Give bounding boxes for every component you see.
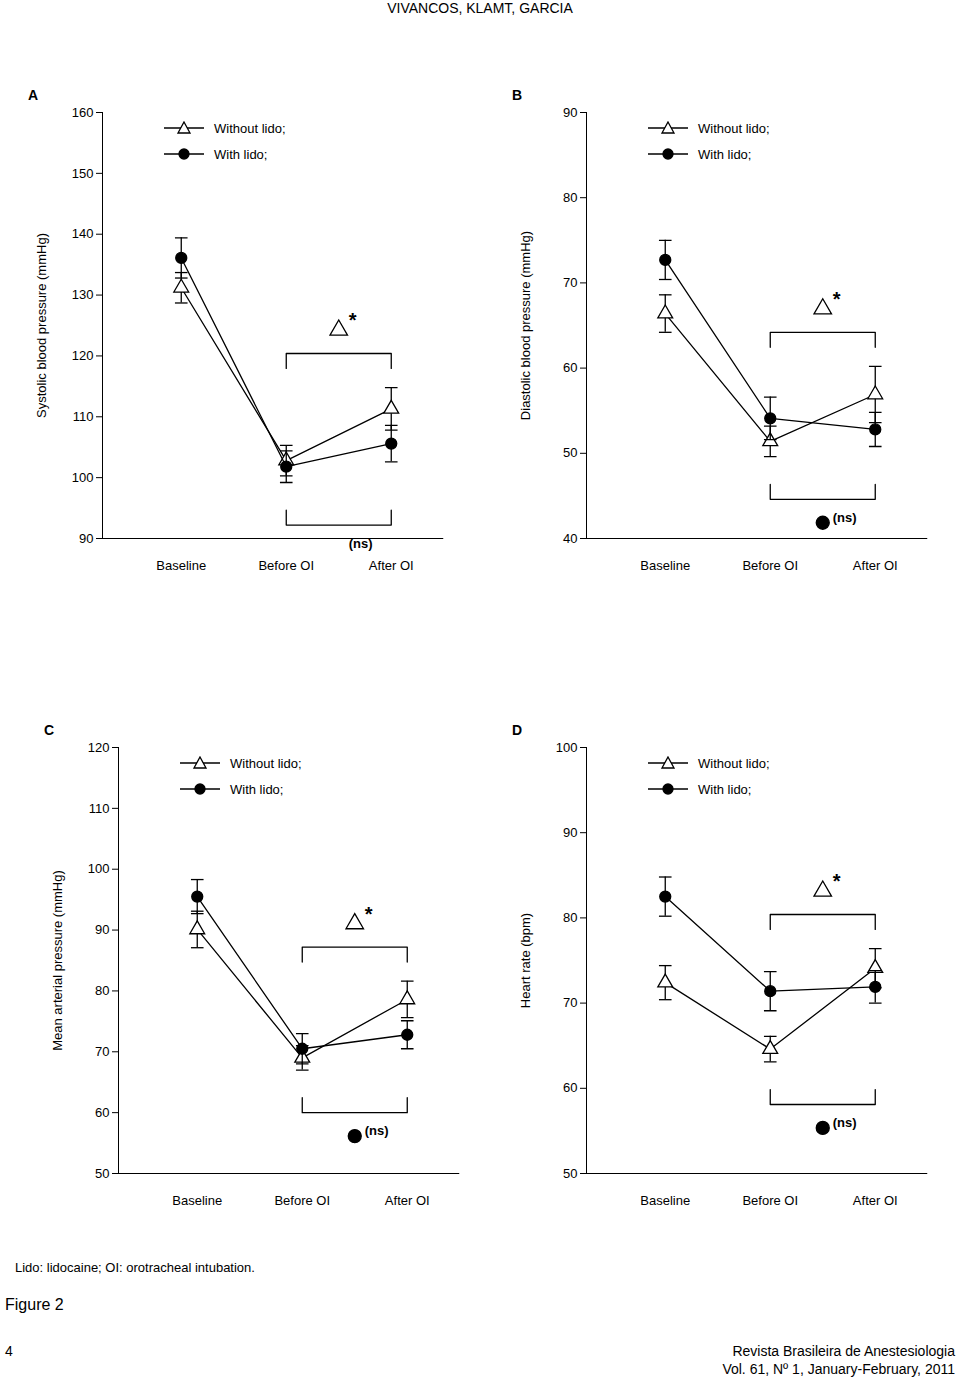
svg-text:After OI: After OI xyxy=(853,558,898,573)
svg-text:(ns): (ns) xyxy=(833,510,857,525)
html-text:With lido;: With lido; xyxy=(698,781,752,797)
svg-text:Systolic blood pressure (mmHg): Systolic blood pressure (mmHg) xyxy=(34,233,49,418)
html-text:Lido: lidocaine; OI: orotrache: Lido: lidocaine; OI: orotracheal intubat… xyxy=(15,1260,255,1275)
svg-text:80: 80 xyxy=(95,983,109,998)
svg-text:(ns): (ns) xyxy=(833,1115,857,1130)
html-text:Figure 2: Figure 2 xyxy=(5,1296,64,1313)
svg-text:150: 150 xyxy=(72,166,94,181)
svg-text:80: 80 xyxy=(563,190,577,205)
html-text:With lido;: With lido; xyxy=(230,781,284,797)
svg-text:80: 80 xyxy=(563,910,577,925)
svg-text:Before OI: Before OI xyxy=(258,558,314,573)
svg-text:110: 110 xyxy=(73,409,94,424)
svg-text:130: 130 xyxy=(72,287,94,302)
svg-text:120: 120 xyxy=(72,348,94,363)
html-text:C: C xyxy=(44,722,55,738)
svg-text:*: * xyxy=(833,870,841,892)
html-text:Without lido;: Without lido; xyxy=(698,755,770,771)
svg-text:*: * xyxy=(833,288,841,310)
html-text:Without lido;: Without lido; xyxy=(230,755,302,771)
svg-text:Mean arterial pressure (mmHg): Mean arterial pressure (mmHg) xyxy=(50,870,65,1051)
svg-text:70: 70 xyxy=(563,275,577,290)
svg-text:60: 60 xyxy=(95,1105,109,1120)
svg-text:110: 110 xyxy=(89,801,110,816)
svg-text:60: 60 xyxy=(563,1080,577,1095)
html-text:4: 4 xyxy=(5,1343,13,1359)
svg-text:100: 100 xyxy=(72,470,94,485)
svg-text:Before OI: Before OI xyxy=(274,1193,330,1208)
svg-text:(ns): (ns) xyxy=(365,1123,389,1138)
svg-text:90: 90 xyxy=(79,531,93,546)
svg-text:*: * xyxy=(365,903,373,925)
svg-text:*: * xyxy=(349,309,357,331)
svg-text:90: 90 xyxy=(563,825,577,840)
svg-text:Baseline: Baseline xyxy=(172,1193,222,1208)
svg-text:(ns): (ns) xyxy=(349,536,373,551)
svg-text:50: 50 xyxy=(95,1166,109,1181)
html-text:A: A xyxy=(28,87,39,103)
html-text:Revista Brasileira de Anestesi: Revista Brasileira de Anestesiologia xyxy=(732,1343,955,1359)
html-text:Without lido;: Without lido; xyxy=(698,120,770,136)
svg-text:After OI: After OI xyxy=(853,1193,898,1208)
svg-text:40: 40 xyxy=(563,531,577,546)
svg-text:Baseline: Baseline xyxy=(640,558,690,573)
svg-text:Baseline: Baseline xyxy=(640,1193,690,1208)
svg-text:Diastolic blood pressure (mmHg: Diastolic blood pressure (mmHg) xyxy=(518,231,533,420)
svg-text:90: 90 xyxy=(563,105,577,120)
html-text:VIVANCOS, KLAMT, GARCIA: VIVANCOS, KLAMT, GARCIA xyxy=(387,0,573,16)
html-text:B: B xyxy=(512,87,523,103)
html-text:Without lido;: Without lido; xyxy=(214,120,286,136)
svg-text:50: 50 xyxy=(563,445,577,460)
svg-text:90: 90 xyxy=(95,922,109,937)
svg-text:After OI: After OI xyxy=(385,1193,430,1208)
svg-text:After OI: After OI xyxy=(369,558,414,573)
svg-text:Heart rate (bpm): Heart rate (bpm) xyxy=(518,913,533,1008)
svg-text:160: 160 xyxy=(72,105,94,120)
svg-text:Before OI: Before OI xyxy=(742,1193,798,1208)
svg-text:120: 120 xyxy=(88,740,110,755)
svg-text:60: 60 xyxy=(563,360,577,375)
svg-text:50: 50 xyxy=(563,1166,577,1181)
svg-text:70: 70 xyxy=(95,1044,109,1059)
svg-text:Before OI: Before OI xyxy=(742,558,798,573)
svg-text:100: 100 xyxy=(88,861,110,876)
svg-text:70: 70 xyxy=(563,995,577,1010)
svg-text:100: 100 xyxy=(556,740,578,755)
html-text:Vol. 61, Nº 1, January-Februar: Vol. 61, Nº 1, January-February, 2011 xyxy=(722,1361,955,1377)
html-text:With lido;: With lido; xyxy=(698,146,752,162)
html-text:D: D xyxy=(512,722,523,738)
svg-text:Baseline: Baseline xyxy=(156,558,206,573)
html-text:With lido;: With lido; xyxy=(214,146,268,162)
svg-text:140: 140 xyxy=(72,226,94,241)
